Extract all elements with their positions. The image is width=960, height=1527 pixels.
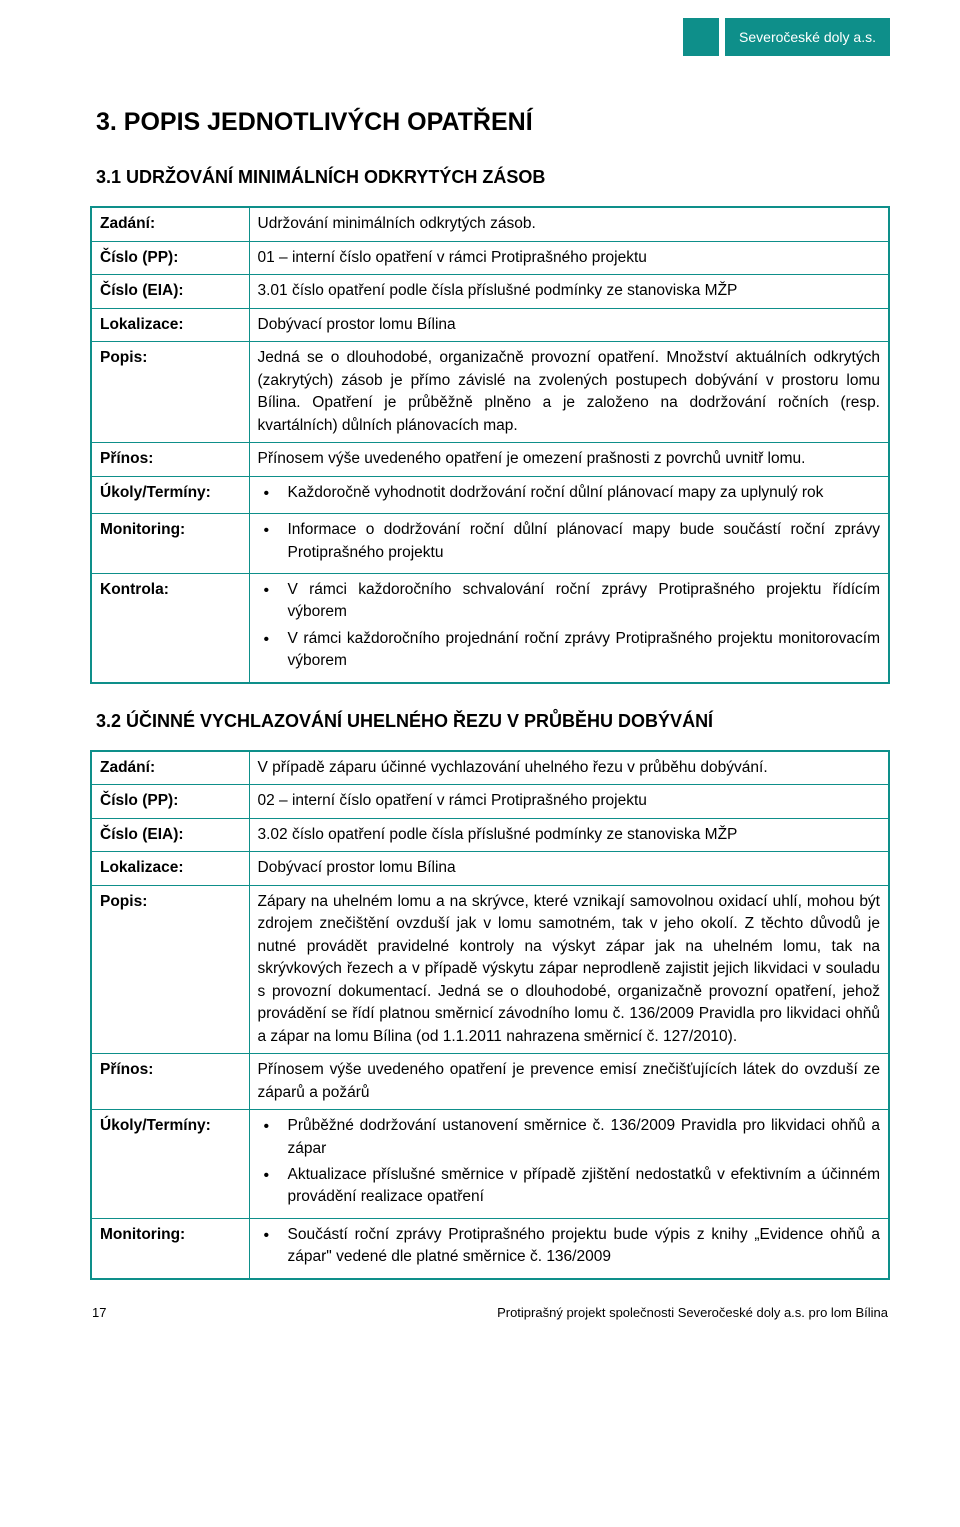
value-prinos: Přínosem výše uvedeného opatření je omez…	[249, 443, 889, 476]
label-kontrola: Kontrola:	[91, 573, 249, 682]
table-row: Popis: Zápary na uhelném lomu a na skrýv…	[91, 885, 889, 1053]
label-cislo-eia: Číslo (EIA):	[91, 818, 249, 851]
value-lokalizace: Dobývací prostor lomu Bílina	[249, 308, 889, 341]
value-lokalizace: Dobývací prostor lomu Bílina	[249, 852, 889, 885]
value-prinos: Přínosem výše uvedeného opatření je prev…	[249, 1054, 889, 1110]
table-row: Číslo (EIA): 3.01 číslo opatření podle č…	[91, 275, 889, 308]
label-prinos: Přínos:	[91, 443, 249, 476]
label-popis: Popis:	[91, 342, 249, 443]
value-zadani: V případě záparu účinné vychlazování uhe…	[249, 751, 889, 785]
list-item: Aktualizace příslušné směrnice v případě…	[280, 1164, 881, 1209]
label-cislo-pp: Číslo (PP):	[91, 241, 249, 274]
bullet-list: V rámci každoročního schvalování roční z…	[258, 579, 881, 673]
page-number: 17	[92, 1304, 106, 1323]
label-zadani: Zadání:	[91, 207, 249, 241]
table-row: Úkoly/Termíny: Každoročně vyhodnotit dod…	[91, 476, 889, 513]
section-heading: 3. POPIS JEDNOTLIVÝCH OPATŘENÍ	[96, 104, 890, 140]
measure1-heading: 3.1 UDRŽOVÁNÍ MINIMÁLNÍCH ODKRYTÝCH ZÁSO…	[96, 164, 890, 190]
table-row: Úkoly/Termíny: Průběžné dodržování ustan…	[91, 1110, 889, 1219]
table-row: Zadání: V případě záparu účinné vychlazo…	[91, 751, 889, 785]
table-row: Popis: Jedná se o dlouhodobé, organizačn…	[91, 342, 889, 443]
table-row: Monitoring: Informace o dodržování roční…	[91, 514, 889, 574]
bullet-list: Každoročně vyhodnotit dodržování roční d…	[258, 482, 881, 504]
label-monitoring: Monitoring:	[91, 1218, 249, 1278]
value-ukoly: Průběžné dodržování ustanovení směrnice …	[249, 1110, 889, 1219]
bullet-list: Informace o dodržování roční důlní pláno…	[258, 519, 881, 564]
value-cislo-eia: 3.01 číslo opatření podle čísla příslušn…	[249, 275, 889, 308]
list-item: V rámci každoročního schvalování roční z…	[280, 579, 881, 624]
value-cislo-pp: 01 – interní číslo opatření v rámci Prot…	[249, 241, 889, 274]
table-row: Kontrola: V rámci každoročního schvalová…	[91, 573, 889, 682]
footer-title: Protiprašný projekt společnosti Severoče…	[497, 1304, 888, 1323]
list-item: Součástí roční zprávy Protiprašného proj…	[280, 1224, 881, 1269]
value-popis: Zápary na uhelném lomu a na skrývce, kte…	[249, 885, 889, 1053]
label-cislo-eia: Číslo (EIA):	[91, 275, 249, 308]
value-popis: Jedná se o dlouhodobé, organizačně provo…	[249, 342, 889, 443]
table-row: Číslo (EIA): 3.02 číslo opatření podle č…	[91, 818, 889, 851]
table-row: Lokalizace: Dobývací prostor lomu Bílina	[91, 852, 889, 885]
bullet-list: Součástí roční zprávy Protiprašného proj…	[258, 1224, 881, 1269]
list-item: Každoročně vyhodnotit dodržování roční d…	[280, 482, 881, 504]
list-item: Průběžné dodržování ustanovení směrnice …	[280, 1115, 881, 1160]
label-ukoly: Úkoly/Termíny:	[91, 476, 249, 513]
value-ukoly: Každoročně vyhodnotit dodržování roční d…	[249, 476, 889, 513]
table-row: Číslo (PP): 02 – interní číslo opatření …	[91, 785, 889, 818]
measure1-table: Zadání: Udržování minimálních odkrytých …	[90, 206, 890, 684]
label-ukoly: Úkoly/Termíny:	[91, 1110, 249, 1219]
header-tabs: Severočeské doly a.s.	[683, 18, 890, 56]
list-item: Informace o dodržování roční důlní pláno…	[280, 519, 881, 564]
label-cislo-pp: Číslo (PP):	[91, 785, 249, 818]
value-monitoring: Součástí roční zprávy Protiprašného proj…	[249, 1218, 889, 1278]
table-row: Přínos: Přínosem výše uvedeného opatření…	[91, 443, 889, 476]
value-cislo-eia: 3.02 číslo opatření podle čísla příslušn…	[249, 818, 889, 851]
table-row: Monitoring: Součástí roční zprávy Protip…	[91, 1218, 889, 1278]
label-popis: Popis:	[91, 885, 249, 1053]
table-row: Číslo (PP): 01 – interní číslo opatření …	[91, 241, 889, 274]
label-zadani: Zadání:	[91, 751, 249, 785]
value-kontrola: V rámci každoročního schvalování roční z…	[249, 573, 889, 682]
page-footer: 17 Protiprašný projekt společnosti Sever…	[90, 1304, 890, 1323]
table-row: Lokalizace: Dobývací prostor lomu Bílina	[91, 308, 889, 341]
header-tab-small	[683, 18, 719, 56]
label-prinos: Přínos:	[91, 1054, 249, 1110]
bullet-list: Průběžné dodržování ustanovení směrnice …	[258, 1115, 881, 1209]
measure2-heading: 3.2 ÚČINNÉ VYCHLAZOVÁNÍ UHELNÉHO ŘEZU V …	[96, 708, 890, 734]
value-monitoring: Informace o dodržování roční důlní pláno…	[249, 514, 889, 574]
measure2-table: Zadání: V případě záparu účinné vychlazo…	[90, 750, 890, 1280]
value-zadani: Udržování minimálních odkrytých zásob.	[249, 207, 889, 241]
label-monitoring: Monitoring:	[91, 514, 249, 574]
header-company-badge: Severočeské doly a.s.	[725, 18, 890, 56]
table-row: Zadání: Udržování minimálních odkrytých …	[91, 207, 889, 241]
label-lokalizace: Lokalizace:	[91, 852, 249, 885]
list-item: V rámci každoročního projednání roční zp…	[280, 628, 881, 673]
value-cislo-pp: 02 – interní číslo opatření v rámci Prot…	[249, 785, 889, 818]
label-lokalizace: Lokalizace:	[91, 308, 249, 341]
table-row: Přínos: Přínosem výše uvedeného opatření…	[91, 1054, 889, 1110]
